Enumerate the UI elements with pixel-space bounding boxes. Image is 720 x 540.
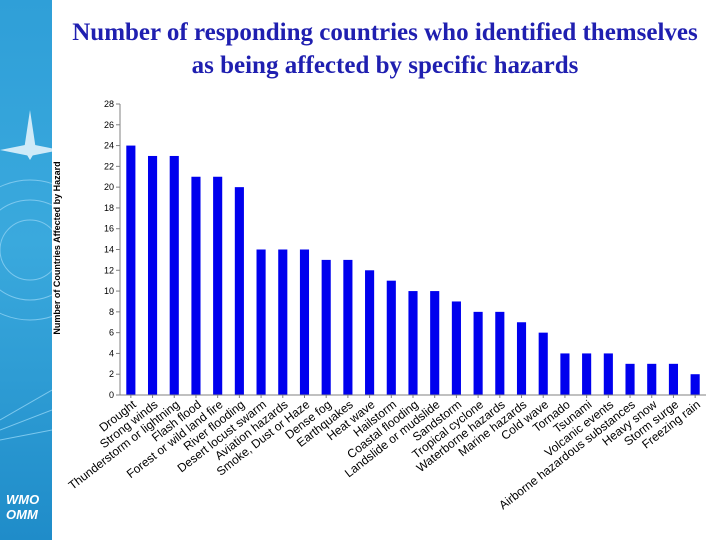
y-tick-label: 28 (104, 99, 114, 109)
y-tick-label: 0 (109, 390, 114, 400)
compass-star-icon (0, 110, 52, 441)
bar (603, 353, 613, 395)
bar (343, 259, 353, 395)
bar (256, 249, 266, 395)
bar (321, 259, 331, 395)
bar (647, 363, 657, 395)
bar (147, 155, 158, 395)
bar (560, 353, 570, 395)
bar (473, 311, 483, 395)
y-tick-label: 6 (109, 328, 114, 338)
y-tick-label: 10 (104, 286, 114, 296)
sidebar-banner: WMO OMM (0, 0, 52, 540)
bars (126, 145, 700, 395)
bar (430, 291, 440, 395)
wmo-logo: WMO OMM (6, 492, 39, 522)
logo-line-1: WMO (6, 492, 40, 507)
y-tick-label: 26 (104, 120, 114, 130)
bar (191, 176, 201, 395)
y-tick-label: 24 (104, 141, 114, 151)
y-tick-label: 18 (104, 203, 114, 213)
logo-line-2: OMM (6, 507, 38, 522)
bar (408, 291, 418, 395)
bar (126, 145, 136, 395)
bar (516, 322, 527, 395)
y-tick-label: 22 (104, 161, 114, 171)
bar (386, 280, 396, 395)
bar (365, 270, 375, 395)
bar (495, 311, 505, 395)
bar (538, 332, 548, 395)
bar (451, 301, 461, 395)
chart-title: Number of responding countries who ident… (72, 19, 698, 79)
bar (690, 374, 700, 395)
bar (278, 249, 288, 395)
y-tick-label: 2 (109, 369, 114, 379)
y-tick-label: 14 (104, 245, 114, 255)
bar (299, 249, 310, 395)
bar (234, 187, 244, 395)
y-axis-label: Number of Countries Affected by Hazard (52, 161, 62, 334)
bar (668, 363, 679, 395)
y-tick-label: 4 (109, 348, 114, 358)
bar (169, 155, 179, 395)
y-tick-label: 16 (104, 224, 114, 234)
y-tick-label: 12 (104, 265, 114, 275)
y-tick-label: 20 (104, 182, 114, 192)
bar (213, 176, 223, 395)
bar (582, 353, 592, 395)
bar (625, 363, 635, 395)
y-tick-label: 8 (109, 307, 114, 317)
